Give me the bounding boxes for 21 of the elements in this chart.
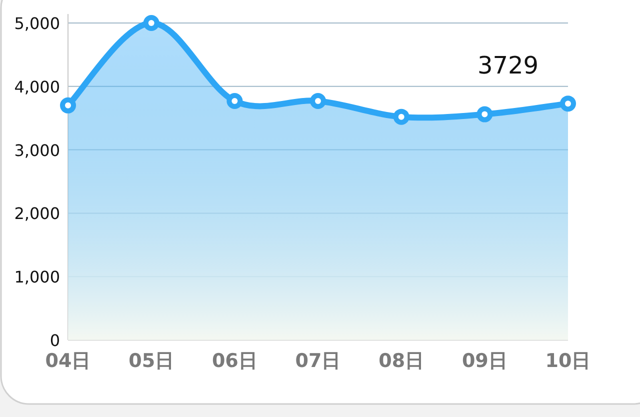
- point: [310, 92, 326, 109]
- point: [226, 92, 243, 109]
- point: [393, 108, 410, 125]
- x-tick-label: 05日: [128, 350, 174, 372]
- y-tick-label: 3,000: [14, 140, 60, 160]
- point: [560, 96, 576, 112]
- x-tick-label: 04日: [45, 350, 91, 372]
- x-tick-label: 09日: [462, 350, 508, 372]
- point: [143, 15, 160, 31]
- point: [60, 97, 76, 114]
- y-tick-label: 1,000: [14, 268, 60, 287]
- y-tick-label: 2,000: [14, 204, 60, 224]
- x-tick-label: 06日: [212, 350, 258, 372]
- point: [476, 106, 493, 122]
- x-tick-label: 10日: [545, 350, 591, 372]
- x-tick-label: 07日: [295, 350, 341, 372]
- data-label: 3729: [477, 52, 539, 80]
- y-tick-label: 4,000: [14, 77, 60, 96]
- y-tick-label: 0: [50, 331, 60, 350]
- y-tick-label: 5,000: [14, 14, 60, 33]
- x-tick-label: 08日: [378, 350, 424, 372]
